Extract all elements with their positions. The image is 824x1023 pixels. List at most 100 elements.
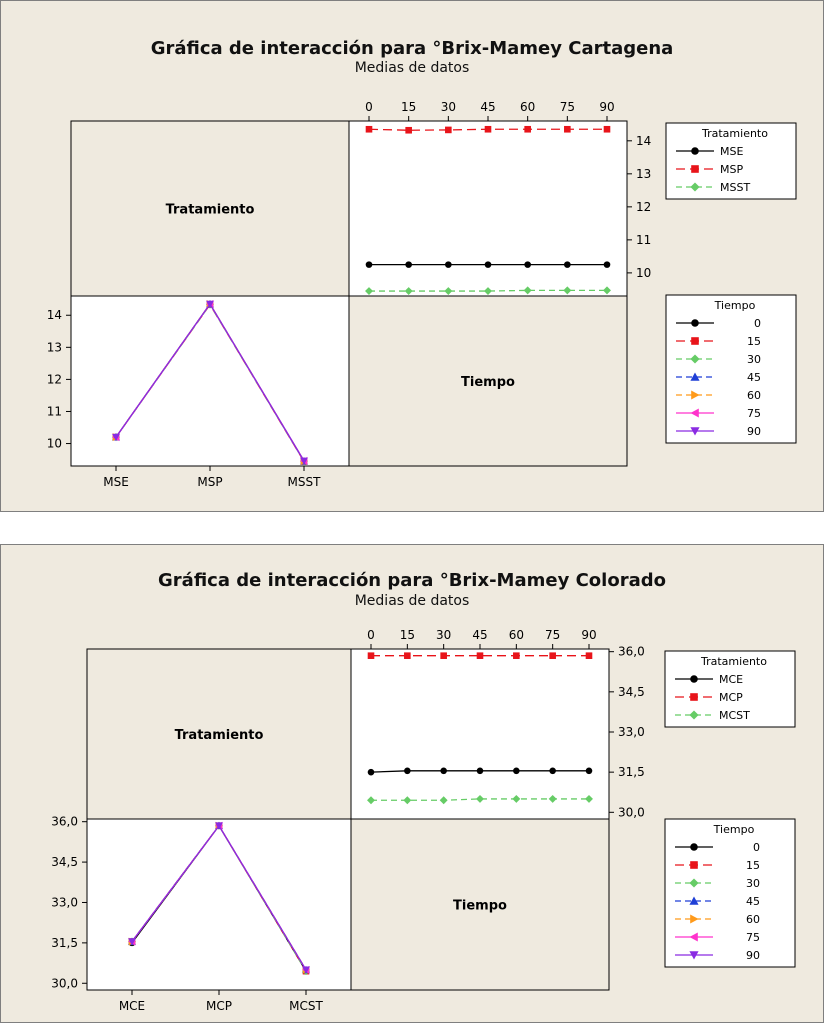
legend-marker — [690, 861, 698, 869]
data-point — [206, 300, 214, 308]
data-point — [440, 767, 447, 775]
legend-item: 0 — [676, 317, 761, 330]
chart-subtitle: Medias de datos — [354, 60, 470, 76]
x-tick-label: 60 — [509, 628, 524, 642]
data-point — [302, 966, 310, 974]
data-point — [513, 652, 520, 659]
factor-label-tiempo: Tiempo — [453, 899, 507, 914]
x-tick-label: MSST — [288, 475, 322, 489]
x-tick-label: MCST — [289, 999, 323, 1013]
legend-marker — [691, 319, 699, 327]
legend-label: MSE — [720, 145, 743, 158]
data-point — [549, 652, 556, 659]
data-point — [484, 261, 492, 268]
label-panel-tratamiento — [86, 648, 352, 820]
data-point — [215, 822, 223, 830]
legend: Tratamiento MCE MCP MCST — [664, 650, 796, 728]
x-tick-label: 75 — [560, 100, 575, 114]
y-tick-label: 13 — [636, 167, 651, 181]
legend-label: 90 — [747, 425, 761, 438]
legend-label: 0 — [753, 841, 760, 854]
series-MSE — [365, 261, 611, 268]
legend-item: 15 — [675, 859, 760, 872]
y-tick-label: 10 — [636, 266, 651, 280]
chart-title: Gráfica de interacción para °Brix-Mamey … — [150, 38, 674, 59]
legend-item: 45 — [675, 895, 760, 908]
legend-label: 15 — [746, 859, 760, 872]
legend-label: MSP — [720, 163, 743, 176]
data-point — [513, 767, 520, 775]
data-point — [585, 767, 593, 775]
legend-marker — [689, 951, 699, 960]
legend-box — [664, 818, 796, 968]
x-tick-label: 30 — [441, 100, 456, 114]
series-MSST — [365, 286, 611, 296]
x-tick-label: 15 — [400, 628, 415, 642]
legend-label: 90 — [746, 949, 760, 962]
legend-marker — [690, 354, 700, 364]
data-point — [405, 126, 412, 134]
x-tick-label: 0 — [367, 628, 375, 642]
x-tick-label: 75 — [545, 628, 560, 642]
y-tick-label: 10 — [47, 437, 62, 451]
y-tick-label: 13 — [47, 340, 62, 354]
data-point — [585, 652, 593, 659]
legend-item: 90 — [676, 425, 761, 438]
data-point — [523, 286, 532, 295]
legend-item: MCST — [675, 709, 750, 722]
x-tick-label: 60 — [520, 100, 535, 114]
y-tick-label: 14 — [47, 308, 62, 322]
legend-item: 75 — [676, 407, 761, 420]
legend-marker — [689, 896, 699, 905]
data-point — [405, 261, 412, 268]
data-point — [476, 652, 484, 659]
y-tick-label: 11 — [47, 404, 62, 418]
legend-item: 30 — [675, 877, 760, 890]
legend-label: 75 — [746, 931, 760, 944]
y-tick-label: 34,5 — [618, 685, 645, 699]
data-point — [404, 767, 411, 775]
x-tick-label: 45 — [472, 628, 487, 642]
data-point — [300, 457, 308, 465]
data-point — [367, 652, 375, 659]
legend-marker — [691, 337, 699, 345]
plot-panel-by-tiempo — [350, 648, 610, 820]
factor-label-tiempo: Tiempo — [461, 375, 515, 390]
legend-box — [665, 122, 797, 200]
y-tick-label: 33,0 — [51, 895, 78, 909]
legend-marker — [690, 408, 699, 418]
legend-item: 90 — [675, 949, 760, 962]
label-panel-tratamiento — [70, 120, 350, 297]
legend-label: MCP — [719, 691, 743, 704]
legend-marker — [690, 675, 698, 683]
x-tick-label: MCP — [206, 999, 232, 1013]
x-tick-label: 0 — [365, 100, 373, 114]
legend-label: 60 — [746, 913, 760, 926]
legend-item: MSP — [676, 163, 743, 176]
legend-marker — [689, 710, 699, 720]
y-tick-label: 33,0 — [618, 725, 645, 739]
chart-subtitle: Medias de datos — [354, 593, 470, 609]
interaction-plot-colorado: Gráfica de interacción para °Brix-Mamey … — [0, 544, 824, 1023]
y-tick-label: 34,5 — [51, 855, 78, 869]
data-point — [365, 287, 373, 296]
legend-title: Tratamiento — [701, 127, 768, 140]
legend-item: MCE — [675, 673, 743, 686]
series-tiempo-90 — [128, 822, 310, 974]
data-point — [549, 767, 556, 775]
x-tick-label: MCE — [119, 999, 145, 1013]
legend-title: Tiempo — [713, 823, 755, 836]
data-point — [112, 433, 120, 442]
x-tick-label: 30 — [436, 628, 451, 642]
data-point — [484, 287, 492, 296]
x-tick-label: 15 — [401, 100, 416, 114]
factor-label-tratamiento: Tratamiento — [166, 203, 255, 218]
legend-item: 60 — [676, 389, 761, 402]
legend-title: Tratamiento — [700, 655, 767, 668]
plot-panel-by-tiempo — [348, 120, 628, 297]
data-point — [445, 261, 452, 268]
legend: Tiempo 0 15 30 45 60 75 90 — [665, 294, 797, 444]
legend-label: 45 — [746, 895, 760, 908]
data-point — [404, 652, 411, 659]
y-tick-label: 31,5 — [618, 765, 645, 779]
